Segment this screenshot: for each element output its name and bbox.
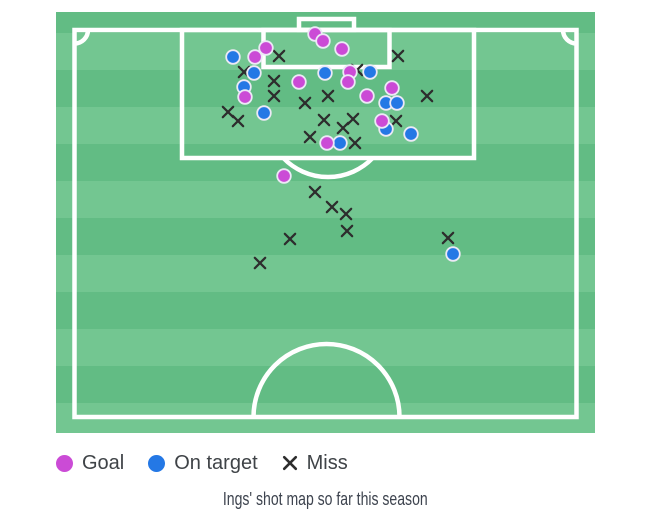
- shot-marker-miss: [391, 49, 405, 63]
- legend-label-miss: Miss: [306, 452, 348, 474]
- legend: Goal On target Miss: [56, 449, 348, 477]
- shot-marker-on-target: [256, 105, 272, 121]
- shot-marker-goal: [315, 33, 331, 49]
- on-target-dot-icon: [148, 454, 166, 472]
- shot-marker-miss: [346, 112, 360, 126]
- shot-marker-miss: [283, 232, 297, 246]
- shot-marker-goal: [276, 168, 292, 184]
- goal-frame: [296, 16, 357, 33]
- legend-label-goal: Goal: [82, 452, 125, 474]
- legend-item-goal: Goal: [56, 449, 124, 477]
- chart-caption: Ings' shot map so far this season: [0, 489, 651, 510]
- shot-marker-miss: [298, 96, 312, 110]
- legend-item-miss: Miss: [282, 449, 348, 477]
- shot-marker-on-target: [403, 126, 419, 142]
- series-goal: [237, 26, 400, 184]
- legend-item-on-target: On target: [148, 449, 258, 477]
- pitch-lines: [72, 16, 579, 420]
- shot-marker-on-target: [332, 135, 348, 151]
- pitch-grass: [56, 12, 595, 433]
- shot-marker-goal: [291, 74, 307, 90]
- shot-marker-goal: [334, 41, 350, 57]
- shot-marker-miss: [308, 185, 322, 199]
- shot-marker-goal: [237, 89, 253, 105]
- shot-marker-miss: [336, 121, 350, 135]
- shot-marker-goal: [374, 113, 390, 129]
- shot-marker-miss: [303, 130, 317, 144]
- shot-marker-goal: [319, 135, 335, 151]
- miss-x-icon: [282, 455, 297, 471]
- shot-marker-miss: [253, 256, 267, 270]
- goal-dot-icon: [56, 454, 73, 472]
- shot-marker-goal: [247, 49, 263, 65]
- shot-marker-on-target: [389, 95, 405, 111]
- shot-marker-miss: [441, 231, 455, 245]
- shot-marker-goal: [359, 88, 375, 104]
- pitch-canvas: [56, 12, 595, 433]
- shot-marker-miss: [267, 89, 281, 103]
- series-miss: [221, 49, 455, 270]
- shot-marker-miss: [389, 114, 403, 128]
- shot-marker-miss: [325, 200, 339, 214]
- shot-marker-miss: [340, 224, 354, 238]
- shot-marker-on-target: [246, 65, 262, 81]
- shot-marker-on-target: [362, 64, 378, 80]
- shot-marker-miss: [348, 136, 362, 150]
- shot-marker-on-target: [317, 65, 333, 81]
- shot-marker-miss: [272, 49, 286, 63]
- shot-marker-miss: [420, 89, 434, 103]
- shot-marker-goal: [340, 74, 356, 90]
- shot-marker-miss: [321, 89, 335, 103]
- shot-marker-goal: [258, 40, 274, 56]
- chart-caption-text: Ings' shot map so far this season: [223, 489, 428, 509]
- shot-marker-miss: [317, 113, 331, 127]
- shot-marker-goal: [384, 80, 400, 96]
- shot-marker-miss: [231, 114, 245, 128]
- series-on-target: [225, 49, 461, 262]
- shot-marker-on-target: [225, 49, 241, 65]
- shot-marker-miss: [221, 105, 235, 119]
- shot-marker-on-target: [445, 246, 461, 262]
- shot-marker-miss: [339, 207, 353, 221]
- shot-marker-miss: [267, 74, 281, 88]
- legend-label-on-target: On target: [174, 452, 258, 474]
